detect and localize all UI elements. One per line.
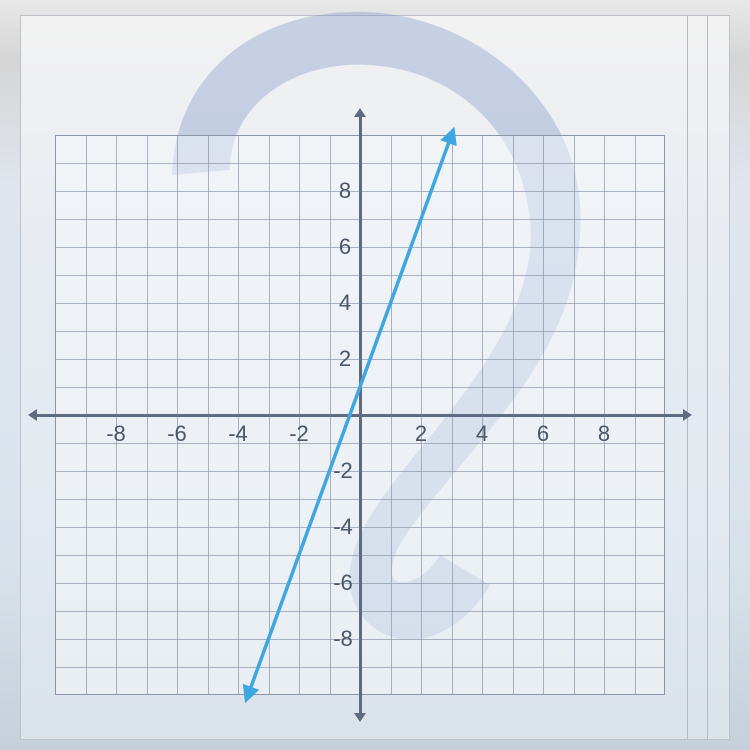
- x-axis-arrow-right: [683, 409, 692, 421]
- y-axis-arrow-down: [354, 713, 366, 722]
- x-axis-arrow-left: [28, 409, 37, 421]
- y-axis-arrow-up: [354, 108, 366, 117]
- coordinate-plane: -8-6-4-22468-8-6-4-22468: [55, 135, 665, 695]
- function-line: [55, 135, 665, 695]
